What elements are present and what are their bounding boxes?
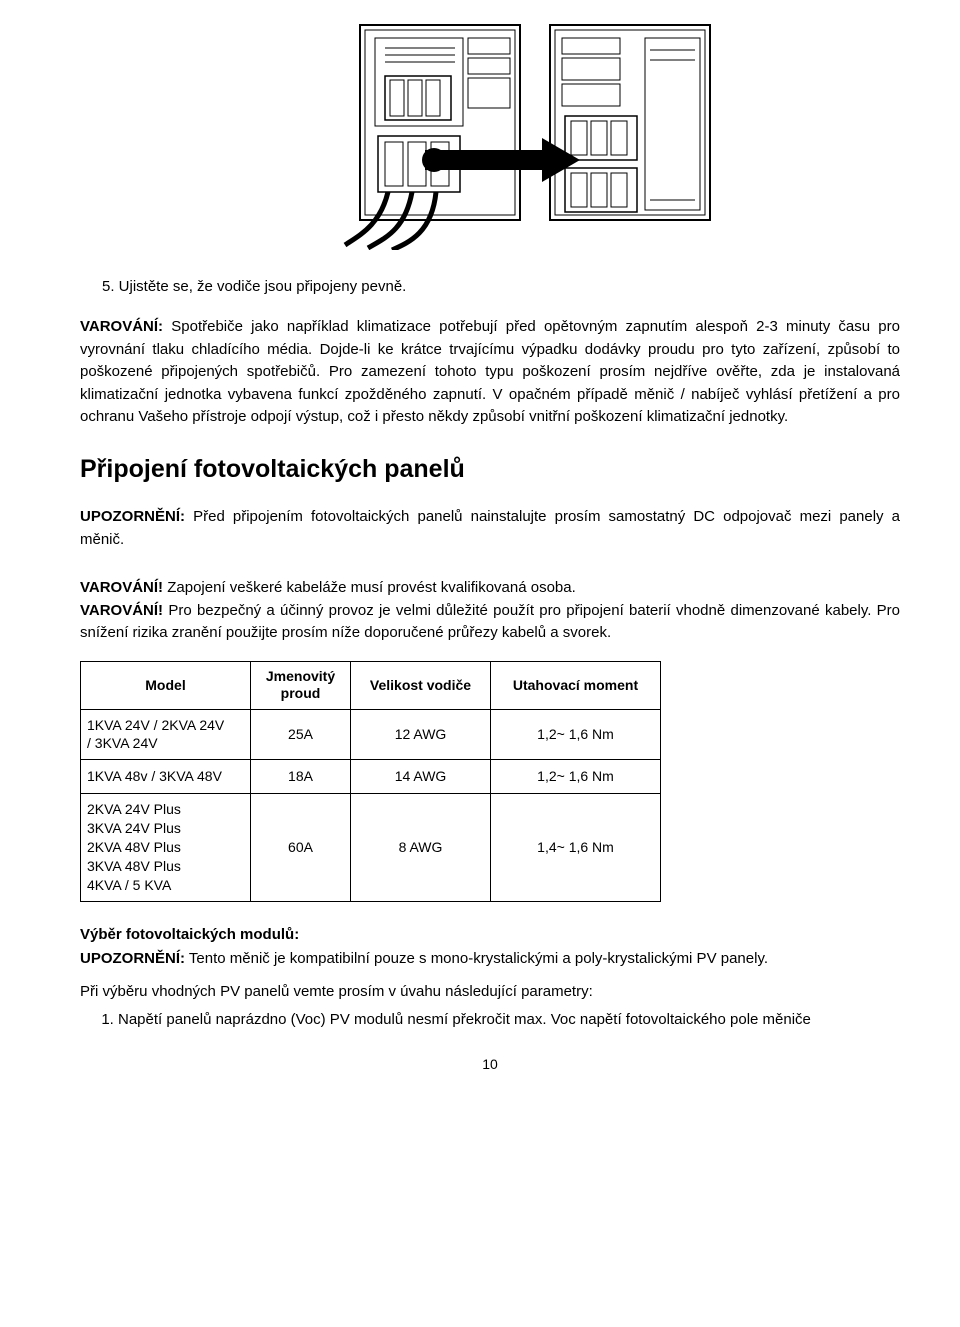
- table-header-row: Model Jmenovitý proud Velikost vodiče Ut…: [81, 661, 661, 709]
- warning-paragraph-3: VAROVÁNÍ! Pro bezpečný a účinný provoz j…: [80, 600, 900, 645]
- cell-wire: 8 AWG: [351, 794, 491, 901]
- section-heading-pv: Připojení fotovoltaických panelů: [80, 451, 900, 489]
- notice-text-2: Tento měnič je kompatibilní pouze s mono…: [185, 950, 768, 967]
- cell-model: 1KVA 48v / 3KVA 48V: [81, 760, 251, 794]
- wiring-diagram: [80, 20, 900, 258]
- notice-paragraph-1: UPOZORNĚNÍ: Před připojením fotovoltaick…: [80, 506, 900, 551]
- cell-model: 1KVA 24V / 2KVA 24V / 3KVA 24V: [81, 709, 251, 760]
- cell-current: 18A: [251, 760, 351, 794]
- notice-label-2: UPOZORNĚNÍ:: [80, 950, 185, 967]
- notice-paragraph-2: UPOZORNĚNÍ: Tento měnič je kompatibilní …: [80, 948, 900, 971]
- cell-torque: 1,2~ 1,6 Nm: [491, 760, 661, 794]
- warning-text-3: Pro bezpečný a účinný provoz je velmi dů…: [80, 602, 900, 642]
- table-row: 1KVA 48v / 3KVA 48V 18A 14 AWG 1,2~ 1,6 …: [81, 760, 661, 794]
- th-current: Jmenovitý proud: [251, 661, 351, 709]
- th-torque: Utahovací moment: [491, 661, 661, 709]
- warning-label-2: VAROVÁNÍ!: [80, 579, 163, 596]
- cell-wire: 12 AWG: [351, 709, 491, 760]
- warning-label-1: VAROVÁNÍ:: [80, 318, 163, 335]
- warning-paragraph-1: VAROVÁNÍ: Spotřebiče jako například klim…: [80, 316, 900, 429]
- th-current-l1: Jmenovitý: [266, 668, 335, 684]
- table-row: 2KVA 24V Plus 3KVA 24V Plus 2KVA 48V Plu…: [81, 794, 661, 901]
- cell-current: 60A: [251, 794, 351, 901]
- warning-paragraph-2: VAROVÁNÍ! Zapojení veškeré kabeláže musí…: [80, 577, 900, 600]
- cell-torque: 1,4~ 1,6 Nm: [491, 794, 661, 901]
- warning-text-1: Spotřebiče jako například klimatizace po…: [80, 318, 900, 425]
- cell-current: 25A: [251, 709, 351, 760]
- cell-torque: 1,2~ 1,6 Nm: [491, 709, 661, 760]
- list-item: Napětí panelů naprázdno (Voc) PV modulů …: [118, 1009, 900, 1032]
- page-number: 10: [80, 1054, 900, 1075]
- warning-label-3: VAROVÁNÍ!: [80, 602, 163, 619]
- pv-params-list: Napětí panelů naprázdno (Voc) PV modulů …: [118, 1009, 900, 1032]
- notice-label-1: UPOZORNĚNÍ:: [80, 508, 185, 525]
- step-5-text: 5. Ujistěte se, že vodiče jsou připojeny…: [102, 276, 900, 299]
- pv-params-intro: Při výběru vhodných PV panelů vemte pros…: [80, 981, 900, 1004]
- subheading-pv-modules: Výběr fotovoltaických modulů:: [80, 924, 900, 947]
- warning-text-2: Zapojení veškeré kabeláže musí provést k…: [163, 579, 576, 596]
- th-model: Model: [81, 661, 251, 709]
- th-wire-size: Velikost vodiče: [351, 661, 491, 709]
- cable-spec-table: Model Jmenovitý proud Velikost vodiče Ut…: [80, 661, 661, 902]
- table-row: 1KVA 24V / 2KVA 24V / 3KVA 24V 25A 12 AW…: [81, 709, 661, 760]
- cell-model: 2KVA 24V Plus 3KVA 24V Plus 2KVA 48V Plu…: [81, 794, 251, 901]
- th-current-l2: proud: [281, 685, 321, 701]
- cell-wire: 14 AWG: [351, 760, 491, 794]
- notice-text-1: Před připojením fotovoltaických panelů n…: [80, 508, 900, 548]
